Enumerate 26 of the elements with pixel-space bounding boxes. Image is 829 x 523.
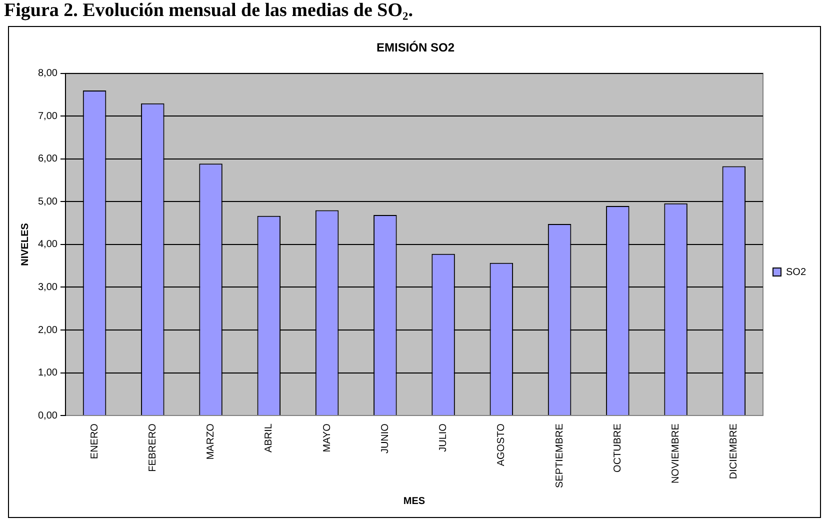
x-tick-label: SEPTIEMBRE	[554, 423, 566, 488]
x-tick-label: NOVIEMBRE	[670, 423, 682, 484]
y-tick-label: 3,00	[38, 282, 58, 293]
y-tick-label: 1,00	[38, 368, 58, 379]
x-tick-label: DICIEMBRE	[728, 423, 740, 480]
x-tick-label: ENERO	[89, 423, 100, 460]
x-tick-label: MARZO	[206, 423, 217, 460]
y-tick-label: 0,00	[38, 410, 58, 422]
x-tick-label: MAYO	[322, 423, 333, 452]
x-tick-label: JULIO	[438, 423, 450, 452]
x-axis-title: MES	[403, 496, 426, 507]
y-tick-label: 6,00	[38, 154, 58, 165]
chart-title: EMISIÓN SO2	[376, 40, 455, 55]
x-tick-label: JUNIO	[380, 423, 391, 454]
y-tick-label: 2,00	[38, 324, 58, 336]
y-tick-label: 7,00	[38, 110, 58, 122]
y-axis-title: NIVELES	[20, 222, 31, 266]
text: Figura 2. Evolución mensual de las medias de SO₂.	[3, 0, 414, 23]
legend-label: SO2	[786, 266, 806, 278]
x-tick-label: FEBRERO	[147, 423, 158, 472]
x-tick-label: ABRIL	[264, 423, 275, 452]
y-tick-label: 8,00	[38, 68, 58, 80]
y-tick-label: 5,00	[38, 196, 58, 208]
x-tick-label: AGOSTO	[496, 423, 508, 466]
x-tick-label: OCTUBRE	[612, 423, 624, 472]
y-tick-label: 4,00	[38, 239, 58, 250]
